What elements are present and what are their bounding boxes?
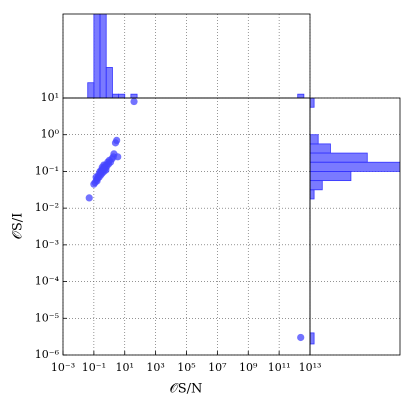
histogram-bar: [310, 161, 400, 172]
point: [113, 136, 121, 145]
histogram-bar: [297, 93, 305, 98]
histogram-bar: [310, 189, 315, 200]
histogram-bar: [105, 67, 113, 98]
point: [96, 167, 104, 176]
grid: [62, 14, 400, 356]
point: [114, 153, 122, 161]
x-axis-label: 𝒪S/N: [170, 382, 203, 397]
point: [102, 166, 110, 174]
histogram-bar: [130, 93, 138, 98]
y-tick-label: 10⁻¹: [35, 164, 59, 177]
top-frame: [62, 13, 311, 99]
x-tick-label: 10⁹: [239, 361, 258, 374]
x-tick-label: 10¹¹: [268, 361, 291, 374]
top-histogram: [87, 14, 305, 98]
histogram-bar: [99, 14, 107, 98]
histogram-bar: [310, 171, 352, 182]
point: [93, 177, 101, 185]
x-tick-label: 10⁻³: [51, 361, 75, 374]
point: [130, 97, 138, 106]
y-tick-label: 10⁻²: [35, 201, 59, 214]
x-tick-label: 10⁵: [177, 361, 195, 374]
y-tick-label: 10⁻³: [35, 238, 59, 251]
histogram-bar: [310, 180, 323, 191]
tick-labels: 10⁻³ 10⁻¹ 10¹ 10³ 10⁵ 10⁷ 10⁹ 10¹¹ 10¹³ 10⁻⁶ 10⁻⁵ 1…: [35, 91, 322, 374]
histogram-bar: [310, 143, 331, 154]
histogram-bar: [87, 82, 95, 98]
point: [85, 194, 93, 202]
right-frame: [309, 97, 401, 356]
histogram-bar: [310, 332, 315, 345]
y-axis-label: 𝒪S/I: [11, 213, 26, 240]
x-tick-label: 10³: [146, 361, 164, 374]
y-tick-label: 10⁻⁵: [35, 311, 59, 324]
main-frame: [62, 97, 311, 356]
histogram-bar: [310, 152, 368, 163]
x-tick-label: 10¹: [116, 361, 134, 374]
y-tick-label: 10⁻⁶: [35, 348, 60, 361]
scatter-points: [85, 97, 305, 342]
y-tick-label: 10⁰: [41, 128, 60, 141]
x-tick-label: 10⁷: [208, 361, 227, 374]
point: [297, 333, 305, 342]
y-tick-label: 10⁻⁴: [35, 275, 60, 288]
histogram-bar: [93, 14, 101, 98]
histogram-bar: [310, 98, 315, 108]
x-tick-label: 10⁻¹: [82, 361, 106, 374]
x-tick-label: 10¹³: [299, 361, 322, 374]
histogram-bar: [112, 93, 120, 98]
right-histogram: [310, 98, 400, 345]
histogram-bar: [310, 134, 319, 145]
histogram-bar: [118, 93, 126, 98]
y-tick-label: 10¹: [41, 91, 59, 104]
